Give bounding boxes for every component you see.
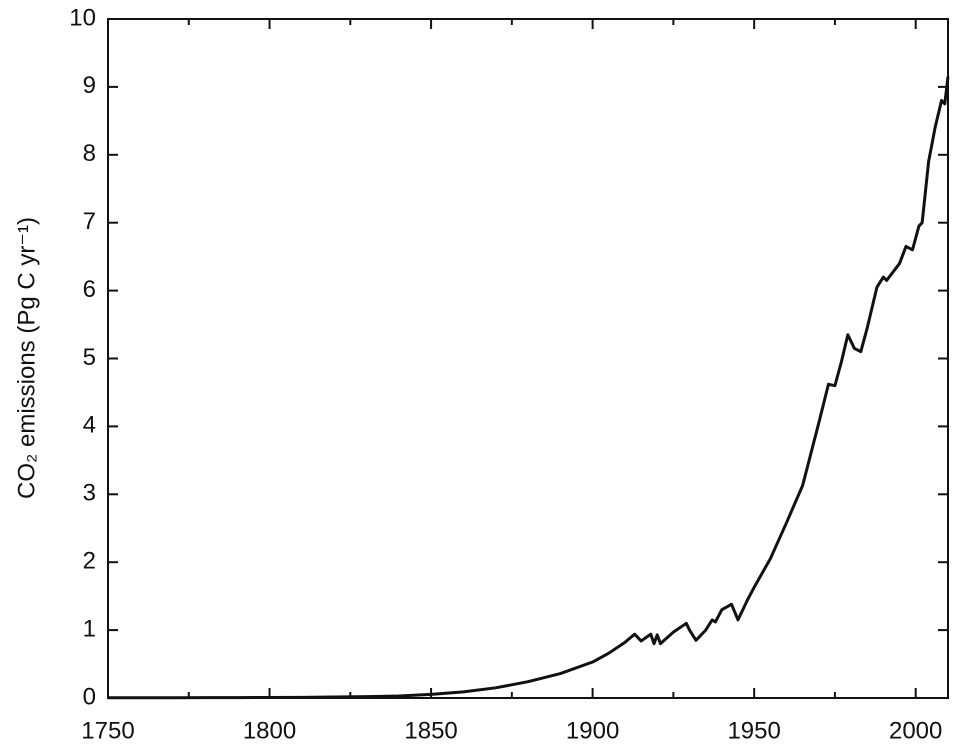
x-tick-label: 1900	[566, 717, 619, 744]
y-tick-label: 0	[83, 683, 96, 710]
y-tick-label: 1	[83, 615, 96, 642]
y-tick-label: 2	[83, 548, 96, 575]
y-tick-label: 6	[83, 276, 96, 303]
data-line	[108, 76, 950, 700]
y-tick-label: 5	[83, 344, 96, 371]
x-tick-label: 1750	[81, 717, 134, 744]
plot-frame	[107, 18, 949, 699]
y-tick-label: 4	[83, 412, 96, 439]
x-tick-label: 1850	[404, 717, 457, 744]
x-tick-label: 2000	[889, 717, 942, 744]
x-tick-label: 1800	[243, 717, 296, 744]
y-tick-label: 9	[83, 72, 96, 99]
y-tick-label: 8	[83, 140, 96, 167]
x-tick-label: 1950	[727, 717, 780, 744]
y-axis-label: CO₂ emissions (Pg C yr⁻¹)	[13, 217, 40, 499]
y-tick-label: 10	[69, 4, 96, 31]
y-tick-label: 7	[83, 208, 96, 235]
y-tick-label: 3	[83, 480, 96, 507]
